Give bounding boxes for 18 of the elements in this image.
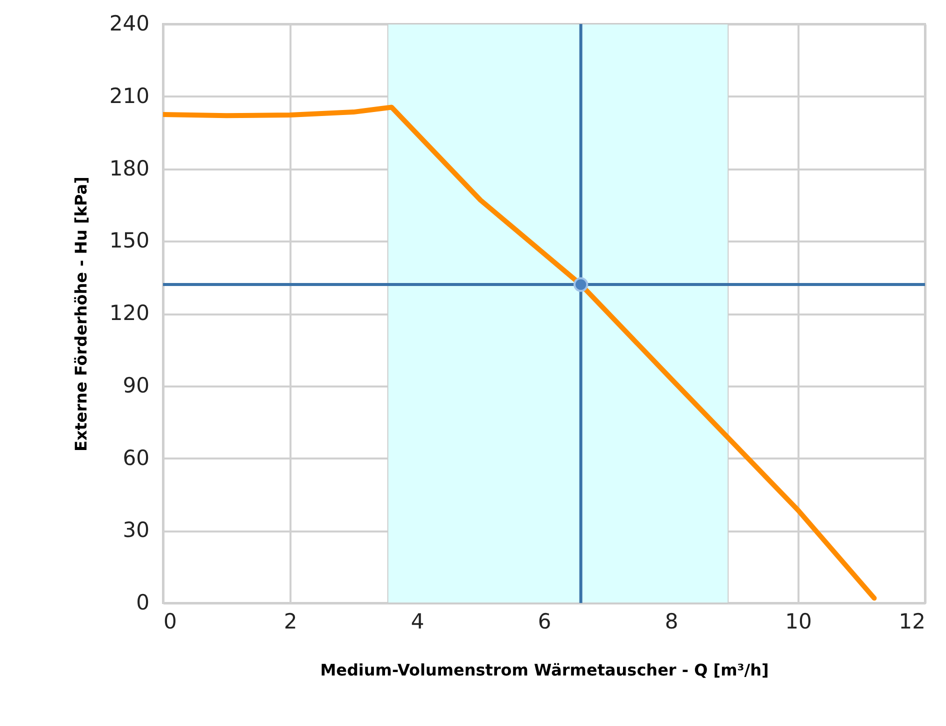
y-tick-label: 120 <box>109 301 150 325</box>
x-tick-label: 4 <box>410 610 424 634</box>
y-axis-title: Externe Förderhöhe - Hu [kPa] <box>71 176 90 452</box>
y-tick-label: 30 <box>122 518 150 542</box>
x-tick-label: 8 <box>664 610 678 634</box>
y-tick-label: 240 <box>109 12 150 36</box>
y-tick-label: 210 <box>109 84 150 108</box>
y-tick-label: 0 <box>136 590 150 614</box>
x-axis-title: Medium-Volumenstrom Wärmetauscher - Q [m³/h] <box>320 660 769 680</box>
x-tick-label: 2 <box>284 610 298 634</box>
y-tick-label: 150 <box>109 228 150 253</box>
x-tick-label: 12 <box>898 610 926 634</box>
y-tick-label: 180 <box>109 156 150 180</box>
y-tick-label: 60 <box>122 446 150 470</box>
x-tick-label: 6 <box>538 610 552 634</box>
y-tick-label: 90 <box>122 373 150 398</box>
x-tick-label: 10 <box>785 610 812 634</box>
x-tick-label: 0 <box>164 610 177 634</box>
